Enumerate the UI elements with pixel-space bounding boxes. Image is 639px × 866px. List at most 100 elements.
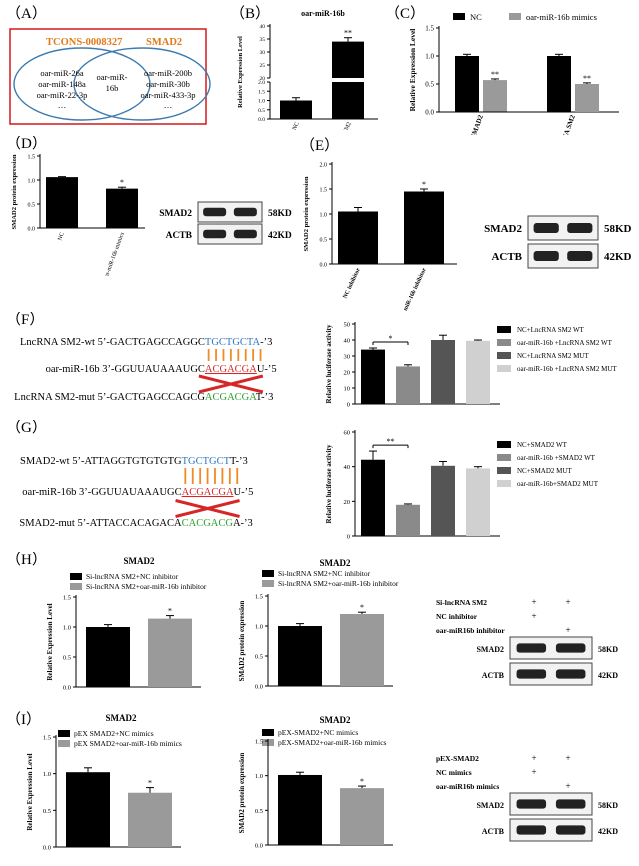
panel-g: （G） SMAD2-wt 5’-ATTAGGTGTGTGTGTGCTGCTT-’… — [0, 419, 639, 542]
y-tick-label: 0.0 — [425, 109, 434, 117]
sequence-text: U-’5 — [257, 364, 277, 375]
venn-left-item: oar-miR-26a — [40, 68, 83, 78]
y-tick-label: 60 — [344, 430, 351, 437]
condition-mark: + — [565, 781, 570, 791]
y-tick-label: 0 — [347, 402, 350, 409]
blot-row-label: ACTB — [482, 671, 505, 680]
blot-band — [555, 643, 586, 653]
blot-band — [203, 207, 227, 217]
y-tick-label: 0.5 — [43, 808, 51, 815]
blot-size-label: 42KD — [268, 231, 292, 241]
y-tick-label: 0.5 — [255, 808, 263, 815]
x-tick-label: LncRNA SM2 — [555, 113, 577, 135]
legend-label: Si-lncRNA SM2+oar-miR-16b inhibitor — [86, 582, 207, 591]
venn-left-item: … — [58, 100, 67, 110]
panel-h: （H） SMAD2 Si-lncRNA SM2+NC inhibitor Si-ln… — [0, 551, 639, 704]
legend-swatch — [262, 570, 274, 577]
bar — [361, 349, 385, 404]
blot-membrane — [197, 223, 263, 245]
panel-e: （E） 0.0 0.5 1.0 1.5 2.0 SMAD2 protein express… — [300, 136, 639, 312]
venn-right-item: oar-miR-433-3p — [140, 90, 195, 100]
y-axis-label: Relative Expression Level — [46, 603, 54, 680]
y-tick-label: 40 — [260, 24, 266, 30]
y-tick-label: 0.5 — [425, 81, 434, 89]
y-tick-label: 1.0 — [320, 213, 328, 219]
panel-letter-b: （B） — [230, 5, 270, 22]
condition-label: pEX-SMAD2 — [436, 754, 479, 763]
binding-site: ACGACGA — [205, 392, 257, 403]
blot-band — [516, 799, 547, 809]
y-tick-label: 0.5 — [255, 654, 263, 661]
y-axis-label: Relative Expression Level — [26, 753, 34, 830]
bar — [547, 56, 571, 112]
blot-band — [233, 207, 257, 217]
y-tick-label: 0.0 — [43, 845, 51, 852]
bar — [466, 468, 490, 536]
blot-band — [203, 229, 227, 239]
blot-row-label: SMAD2 — [476, 801, 504, 810]
blot-band — [516, 669, 547, 679]
blot-size-label: 42KD — [598, 827, 618, 836]
blot-membrane — [509, 792, 593, 816]
chart-c: （C） NC oar-miR-16b mimics 0.0 0.5 1.0 1.5 Rela… — [385, 5, 619, 156]
y-tick-label: 0.0 — [258, 117, 265, 123]
x-tick-label: NC inhibitor — [342, 267, 361, 300]
sequence-text: U-’5 — [234, 487, 254, 498]
binding-site: TGCTGCTA — [205, 337, 261, 348]
mut-sequence: LncRNA SM2-mut 5’-GACTGAGCCAGCGACGACGAT-… — [14, 392, 273, 403]
blot-row-label: ACTB — [491, 251, 522, 263]
y-tick-label: 40 — [344, 464, 351, 471]
y-tick-label: 0.0 — [255, 843, 263, 850]
x-tick-label: NC — [57, 232, 65, 242]
blot-band — [555, 669, 586, 679]
legend-label: NC+SMAD2 WT — [517, 441, 568, 449]
bar — [396, 504, 420, 536]
y-tick-label: 50 — [344, 322, 351, 329]
blot-membrane — [197, 201, 263, 223]
chart-title: SMAD2 — [320, 715, 351, 725]
blot-band — [567, 222, 593, 234]
legend-label: pEX SMAD2+oar-miR-16b mimics — [74, 739, 182, 748]
legend-label: NC+LncRNA SM2 MUT — [517, 352, 589, 360]
y-tick-label: 0.5 — [258, 108, 265, 114]
condition-mark: + — [531, 597, 536, 607]
significance-label: ** — [344, 29, 352, 38]
y-tick-label: 20 — [344, 370, 351, 377]
sequence-text: LncRNA SM2-wt 5’-GACTGAGCCAGGC — [20, 337, 205, 348]
panel-letter-i: （I） — [6, 711, 41, 728]
x-tick-label: SMAD2 — [469, 113, 485, 135]
panel-letter-d: （D） — [6, 136, 47, 152]
blot-row-label: ACTB — [482, 827, 505, 836]
blot-band — [516, 643, 547, 653]
condition-label: oar-miR16b inhibitor — [436, 626, 505, 635]
sequence-text: SMAD2-wt 5’-ATTAGGTGTGTGTG — [20, 456, 182, 467]
chart-f: （F） LncRNA SM2-wt 5’-GACTGAGCCAGGCTGCTGC… — [6, 311, 617, 409]
y-tick-label: 0.0 — [255, 684, 263, 691]
bar — [280, 100, 312, 119]
y-axis-label: Relative luciferase activity — [325, 324, 333, 403]
y-tick-label: 1.5 — [43, 735, 51, 742]
panel-letter-f: （F） — [6, 312, 44, 328]
y-tick-label: 1.5 — [63, 595, 71, 602]
legend-label: Si-lncRNA SM2+oar-miR-16b inhibitor — [278, 579, 399, 588]
y-tick-label: 30 — [344, 354, 351, 361]
significance-label: ** — [583, 74, 591, 83]
sequence-text: oar-miR-16b 3’-GGUUAUAAAUGC — [22, 487, 181, 498]
y-tick-label: 0.0 — [28, 227, 36, 233]
mismatch-cross — [198, 374, 264, 394]
blot-band — [516, 825, 547, 835]
venn-center-item: oar-miR- — [97, 72, 128, 82]
chart-title: oar-miR-16b — [301, 9, 345, 18]
bar — [361, 459, 385, 536]
blot-membrane — [509, 662, 593, 686]
y-tick-label: 1.0 — [43, 771, 51, 778]
bar — [128, 792, 172, 847]
legend-swatch — [70, 583, 82, 590]
y-tick-label: 1.0 — [63, 625, 71, 632]
blot-size-label: 58KD — [268, 209, 292, 219]
bar — [66, 772, 110, 847]
y-tick-label: 1.0 — [255, 624, 263, 631]
y-tick-label: 0.0 — [63, 685, 71, 692]
y-axis-label: SMAD2 protein expression — [238, 601, 246, 682]
